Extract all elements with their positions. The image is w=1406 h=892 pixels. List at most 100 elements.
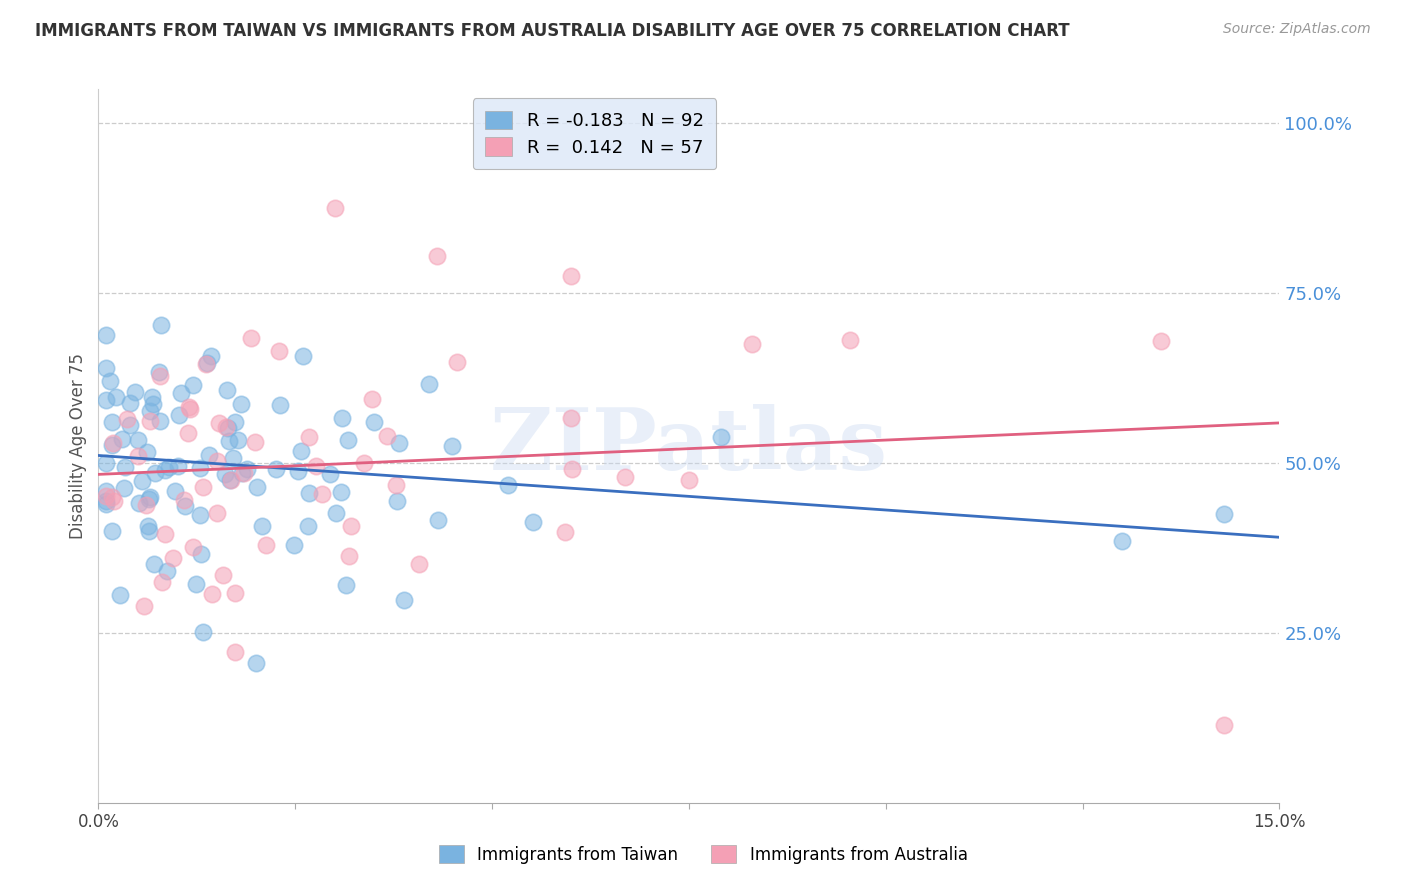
Point [179, 401, 201, 415]
Point [148, 365, 170, 379]
Point [96, 361, 118, 376]
Point [104, 390, 127, 404]
Point [132, 599, 155, 614]
Point [101, 437, 124, 451]
Point [149, 413, 172, 427]
Point [108, 588, 131, 602]
Point [741, 337, 763, 351]
Text: Source: ZipAtlas.com: Source: ZipAtlas.com [1223, 22, 1371, 37]
Point [205, 506, 228, 520]
Point [560, 410, 582, 425]
Point [222, 451, 245, 466]
Point [323, 201, 346, 215]
Text: ZIPatlas: ZIPatlas [489, 404, 889, 488]
Point [335, 577, 357, 591]
Point [560, 462, 582, 476]
Point [201, 587, 224, 601]
Point [156, 564, 179, 578]
Point [177, 425, 200, 440]
Point [254, 538, 277, 552]
Point [305, 459, 328, 474]
Point [190, 547, 212, 561]
Point [191, 625, 214, 640]
Point [353, 456, 375, 470]
Point [233, 467, 256, 481]
Point [269, 398, 291, 412]
Point [418, 376, 440, 391]
Point [181, 377, 204, 392]
Point [114, 460, 136, 475]
Point [193, 480, 215, 494]
Point [155, 527, 177, 541]
Point [131, 474, 153, 488]
Point [96, 493, 118, 508]
Point [136, 518, 159, 533]
Point [163, 484, 186, 499]
Point [141, 390, 163, 404]
Point [96, 456, 118, 470]
Point [138, 491, 160, 506]
Point [392, 592, 415, 607]
Point [215, 420, 238, 434]
Point [198, 448, 221, 462]
Point [111, 432, 134, 446]
Point [98, 374, 121, 388]
Point [243, 435, 266, 450]
Point [554, 524, 576, 539]
Point [112, 482, 135, 496]
Point [96, 392, 118, 407]
Text: IMMIGRANTS FROM TAIWAN VS IMMIGRANTS FROM AUSTRALIA DISABILITY AGE OVER 75 CORRE: IMMIGRANTS FROM TAIWAN VS IMMIGRANTS FRO… [35, 22, 1070, 40]
Point [186, 577, 208, 591]
Point [283, 537, 305, 551]
Point [103, 494, 125, 508]
Point [101, 491, 124, 505]
Point [96, 327, 118, 342]
Point [340, 519, 363, 533]
Point [101, 415, 124, 429]
Point [226, 434, 249, 448]
Point [173, 492, 195, 507]
Point [190, 508, 212, 522]
Point [211, 567, 233, 582]
Point [115, 412, 138, 426]
Point [385, 477, 408, 491]
Point [224, 585, 246, 599]
Point [337, 434, 360, 448]
Point [127, 433, 149, 447]
Y-axis label: Disability Age Over 75: Disability Age Over 75 [69, 353, 87, 539]
Point [217, 383, 239, 397]
Point [136, 445, 159, 459]
Point [153, 463, 176, 477]
Point [290, 444, 312, 458]
Point [150, 575, 173, 590]
Point [219, 473, 242, 487]
Point [181, 540, 204, 554]
Point [614, 470, 637, 484]
Point [214, 467, 236, 481]
Point [385, 494, 408, 508]
Point [100, 524, 122, 538]
Point [267, 343, 290, 358]
Point [167, 459, 190, 474]
Point [162, 551, 184, 566]
Point [329, 484, 352, 499]
Point [96, 489, 118, 503]
Point [496, 478, 519, 492]
Point [96, 497, 118, 511]
Point [179, 401, 201, 416]
Point [311, 487, 333, 501]
Point [217, 420, 239, 434]
Point [138, 404, 160, 418]
Point [170, 386, 193, 401]
Point [1213, 717, 1236, 731]
Point [139, 415, 162, 429]
Point [208, 416, 231, 430]
Point [291, 349, 314, 363]
Point [375, 428, 398, 442]
Legend: R = -0.183   N = 92, R =  0.142   N = 57: R = -0.183 N = 92, R = 0.142 N = 57 [472, 98, 717, 169]
Point [360, 392, 382, 406]
Point [245, 657, 267, 671]
Point [143, 466, 166, 480]
Point [246, 480, 269, 494]
Point [205, 453, 228, 467]
